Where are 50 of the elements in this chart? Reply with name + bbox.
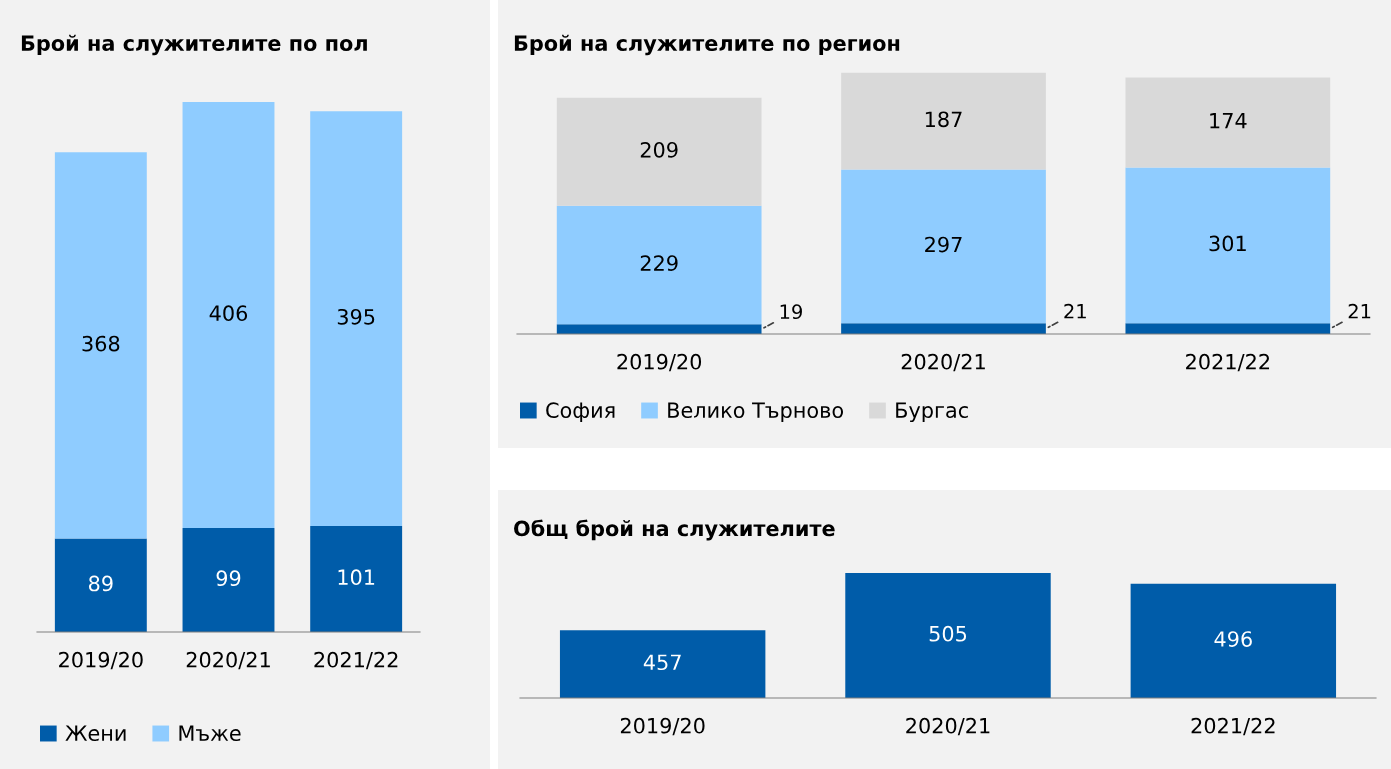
data-label: 406 [209,305,248,322]
bar [556,205,762,325]
data-label: 297 [925,236,962,253]
legend-label: Бургас [896,402,968,423]
bar [310,525,403,632]
chart-title: Общ брой на служителите [514,519,835,541]
x-tick-label: 2021/22 [314,651,398,670]
bar [1125,323,1331,334]
bar [182,101,275,529]
data-label: 496 [1214,631,1252,647]
data-label: 21 [1064,303,1086,319]
bar [841,169,1046,324]
x-tick-label: 2019/20 [620,717,705,736]
x-tick-label: 2020/21 [186,651,270,670]
bar [54,538,147,632]
data-label: 19 [780,304,802,320]
data-label: 89 [88,575,113,592]
x-tick-label: 2020/21 [906,717,990,736]
bar [841,72,1046,170]
bar [182,528,275,632]
bar [1125,77,1331,168]
chart-title: Брой на служителите по пол [21,34,367,56]
data-label: 187 [925,111,962,128]
x-tick-label: 2021/22 [1191,717,1275,736]
data-label: 21 [1348,303,1371,319]
x-tick-label: 2020/21 [901,353,985,372]
data-label: 229 [640,255,678,271]
data-label: 457 [643,654,681,671]
x-tick-label: 2019/20 [59,651,143,670]
x-tick-label: 2019/20 [617,353,702,372]
data-label: 101 [338,569,375,586]
bar [556,324,762,334]
data-label: 174 [1210,113,1247,129]
legend-label: Мъже [179,725,241,742]
chart-title: Брой на служителите по регион [514,34,900,56]
bar [841,323,1046,334]
x-tick-label: 2021/22 [1186,353,1270,372]
bar [310,111,403,526]
bar [1125,167,1331,324]
data-label: 209 [640,141,678,158]
bar [54,152,147,539]
legend-label: Жени [65,725,126,742]
data-label: 505 [929,625,967,642]
data-label: 395 [337,308,375,325]
data-label: 301 [1209,235,1246,252]
legend-label: Велико Търново [668,402,844,423]
bar [556,97,762,206]
data-label: 368 [82,335,120,352]
data-label: 99 [216,570,241,587]
legend-label: София [546,402,615,423]
